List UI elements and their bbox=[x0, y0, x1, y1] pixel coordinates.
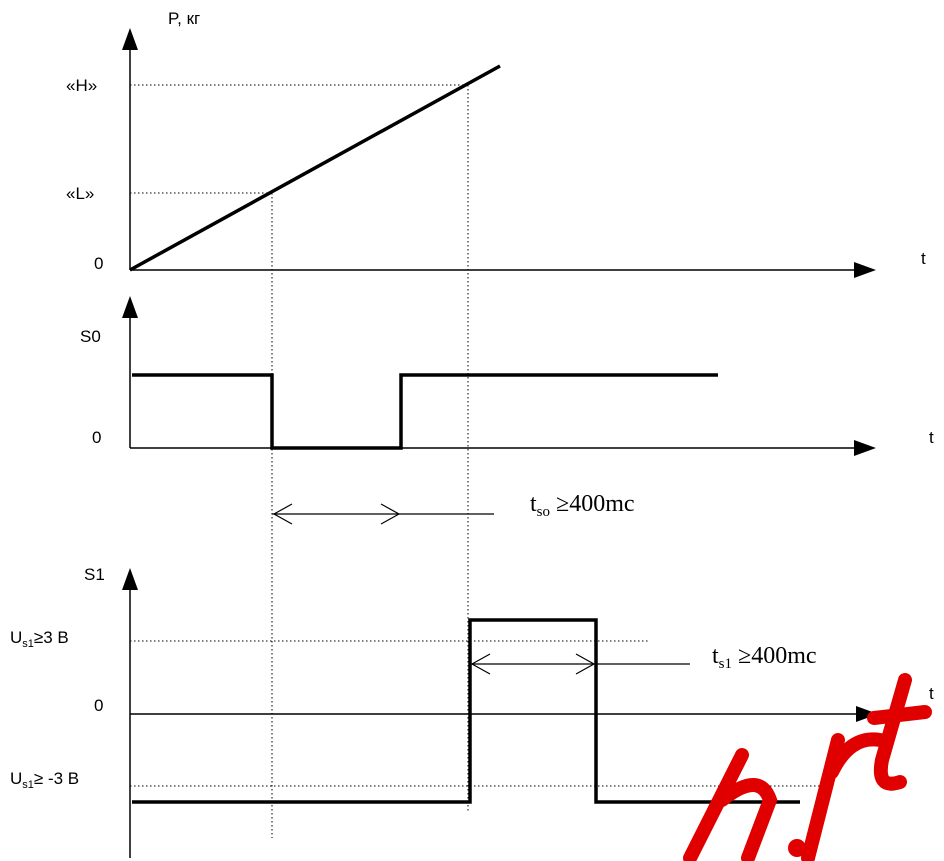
s1-x-axis-arrow bbox=[856, 706, 878, 722]
p-t-label: t bbox=[921, 249, 926, 268]
ts1-dimension: ts1 ≥400mc bbox=[470, 643, 817, 675]
s1-zero-label: 0 bbox=[94, 696, 103, 715]
ts1-arrow-right-head bbox=[575, 653, 596, 675]
watermark-stroke-r-arc bbox=[825, 732, 887, 779]
l-tick-label: «L» bbox=[66, 184, 94, 203]
watermark-stroke-t-bar bbox=[867, 705, 932, 725]
s0-y-axis-arrow bbox=[122, 296, 138, 318]
s0-axis-label: S0 bbox=[80, 327, 101, 346]
watermark-dot bbox=[788, 839, 806, 857]
s0-t-label: t bbox=[929, 428, 934, 447]
p-axis-label: P, кг bbox=[168, 9, 200, 28]
s0-graph: S0 0 t bbox=[80, 296, 934, 456]
watermark-stroke-h-left bbox=[683, 748, 749, 861]
s1-y-axis-arrow bbox=[122, 568, 138, 590]
watermark-stroke-h-arc bbox=[715, 778, 778, 861]
h-tick-label: «H» bbox=[66, 76, 97, 95]
s1-high-tick-label: Us1≥3 B bbox=[10, 628, 69, 650]
tso-arrow-left-head bbox=[272, 503, 293, 525]
s0-x-axis-arrow bbox=[854, 440, 876, 456]
ts1-label: ts1 ≥400mc bbox=[712, 643, 817, 672]
tso-label: tso ≥400mc bbox=[530, 491, 635, 520]
s1-signal-trace bbox=[132, 618, 800, 804]
watermark-logo bbox=[683, 673, 932, 861]
ts1-arrow-left-head bbox=[470, 653, 491, 675]
p-x-axis-arrow bbox=[854, 262, 876, 278]
s1-low-tick-label: Us1≥ -3 B bbox=[10, 769, 79, 791]
s0-signal-trace bbox=[132, 373, 718, 450]
tso-dimension: tso ≥400mc bbox=[272, 491, 635, 525]
watermark-stroke-t-stem bbox=[873, 673, 912, 791]
s0-zero-label: 0 bbox=[92, 428, 101, 447]
pressure-graph: P, кг «H» «L» 0 t bbox=[66, 9, 926, 278]
s1-t-label: t bbox=[929, 684, 934, 703]
p-zero-label: 0 bbox=[94, 254, 103, 273]
s1-axis-label: S1 bbox=[84, 565, 105, 584]
p-y-axis-arrow bbox=[122, 28, 138, 50]
tso-arrow-right-head bbox=[380, 503, 401, 525]
pressure-ramp-line bbox=[129, 64, 501, 272]
s1-graph: S1 Us1≥3 B 0 Us1≥ -3 B t bbox=[10, 565, 934, 858]
